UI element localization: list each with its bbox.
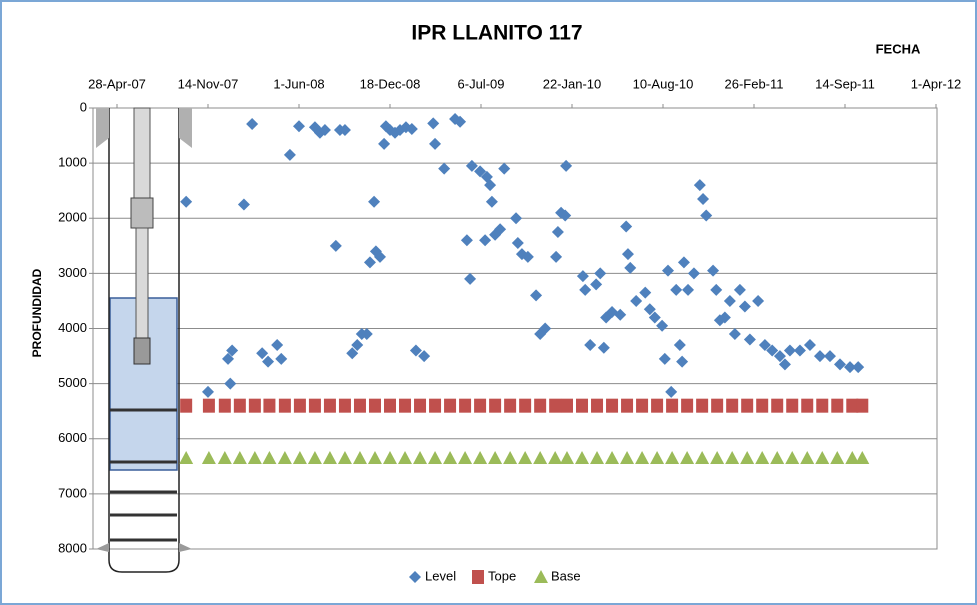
x-tick-label: 10-Aug-10 — [633, 76, 694, 91]
chart-title: IPR LLANITO 117 — [411, 22, 582, 45]
point — [651, 399, 663, 413]
point — [489, 399, 501, 413]
point — [801, 399, 813, 413]
x-tick-label: 1-Apr-12 — [911, 76, 962, 91]
y-tick-label: 8000 — [58, 540, 87, 555]
x-tick-label: 14-Nov-07 — [178, 76, 239, 91]
chart: 0 1000 2000 3000 4000 5000 6000 7000 8000 28-Apr-… — [0, 0, 977, 605]
legend: Level Tope Base — [409, 568, 581, 584]
legend-label: Tope — [488, 568, 516, 583]
y-axis-title: PROFUNDIDAD — [30, 268, 44, 357]
x-tick-label: 1-Jun-08 — [273, 76, 324, 91]
legend-label: Level — [425, 568, 456, 583]
point — [279, 399, 291, 413]
point — [856, 399, 868, 413]
point — [249, 399, 261, 413]
point — [771, 399, 783, 413]
point — [384, 399, 396, 413]
point — [414, 399, 426, 413]
y-tick-label: 7000 — [58, 485, 87, 500]
point — [681, 399, 693, 413]
point — [504, 399, 516, 413]
point — [606, 399, 618, 413]
packer — [131, 198, 153, 228]
point — [219, 399, 231, 413]
point — [294, 399, 306, 413]
point — [666, 399, 678, 413]
legend-item: Base — [534, 568, 581, 583]
point — [263, 399, 275, 413]
x-axis-title: FECHA — [876, 41, 921, 56]
point — [696, 399, 708, 413]
y-tick-label: 3000 — [58, 265, 87, 280]
point — [786, 399, 798, 413]
point — [369, 399, 381, 413]
tubing — [134, 108, 150, 198]
point — [354, 399, 366, 413]
y-tick-label: 0 — [80, 99, 87, 114]
point — [324, 399, 336, 413]
legend-item: Tope — [472, 568, 516, 584]
point — [636, 399, 648, 413]
point — [474, 399, 486, 413]
point — [309, 399, 321, 413]
point — [339, 399, 351, 413]
point — [726, 399, 738, 413]
point — [429, 399, 441, 413]
x-tick-label: 14-Sep-11 — [815, 76, 875, 91]
y-tick-label: 6000 — [58, 430, 87, 445]
x-tick-label: 26-Feb-11 — [724, 76, 783, 91]
legend-swatch — [472, 570, 484, 584]
point — [534, 399, 546, 413]
y-tick-label: 4000 — [58, 320, 87, 335]
x-tick-label: 18-Dec-08 — [360, 76, 421, 91]
point — [444, 399, 456, 413]
point — [234, 399, 246, 413]
point — [831, 399, 843, 413]
legend-label: Base — [551, 568, 581, 583]
point — [459, 399, 471, 413]
y-tick-label: 1000 — [58, 155, 87, 170]
point — [180, 399, 192, 413]
page: {"chart_data": { "type": "scatter", "tit… — [0, 0, 977, 605]
point — [561, 399, 573, 413]
x-tick-label: 22-Jan-10 — [543, 76, 602, 91]
point — [203, 399, 215, 413]
point — [591, 399, 603, 413]
y-tick-label: 2000 — [58, 210, 87, 225]
y-tick-label: 5000 — [58, 375, 87, 390]
point — [621, 399, 633, 413]
point — [756, 399, 768, 413]
point — [399, 399, 411, 413]
point — [519, 399, 531, 413]
x-tick-label: 6-Jul-09 — [458, 76, 505, 91]
point — [816, 399, 828, 413]
point — [549, 399, 561, 413]
x-tick-label: 28-Apr-07 — [88, 76, 146, 91]
pump — [136, 228, 148, 338]
point — [741, 399, 753, 413]
point — [711, 399, 723, 413]
pump-intake — [134, 338, 150, 364]
point — [576, 399, 588, 413]
